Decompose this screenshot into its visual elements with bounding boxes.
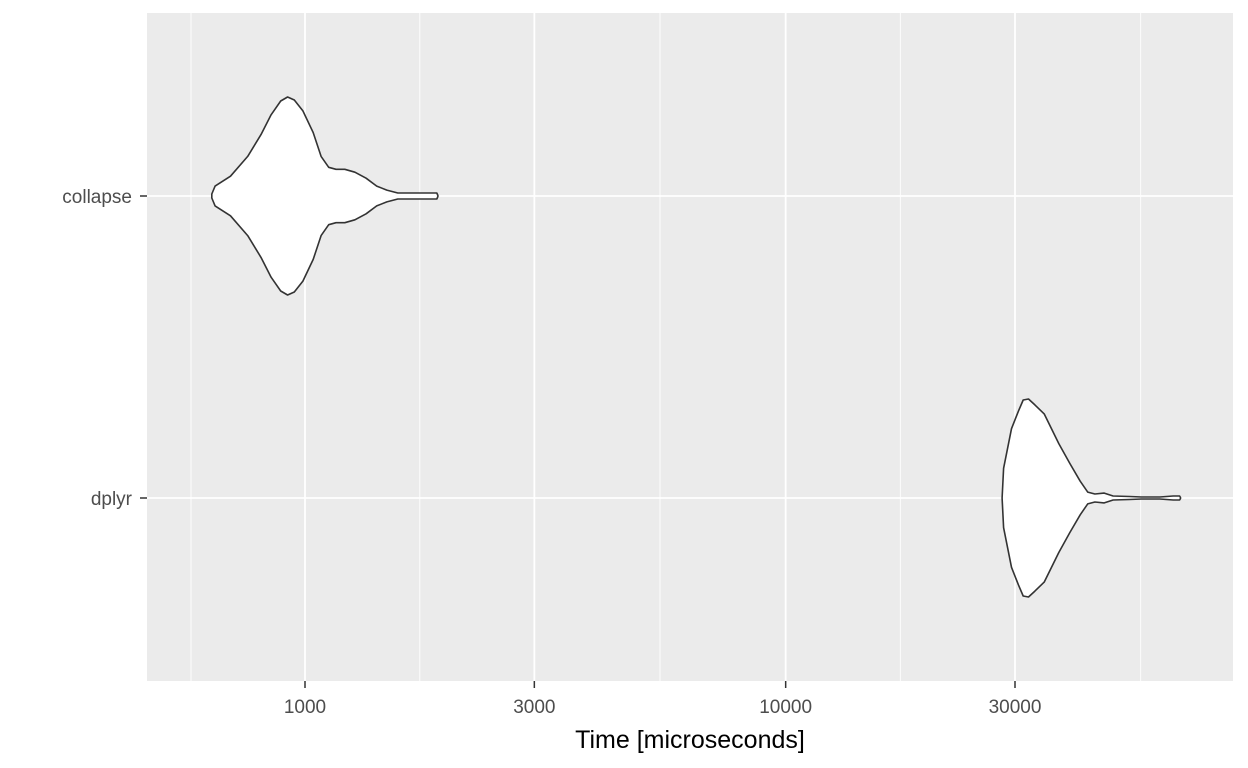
x-axis-title: Time [microseconds] bbox=[575, 726, 805, 754]
y-tick-label: collapse bbox=[62, 187, 132, 208]
x-tick-label: 3000 bbox=[513, 697, 555, 718]
x-tick-label: 1000 bbox=[284, 697, 326, 718]
violins bbox=[211, 96, 1182, 598]
x-tick-label: 30000 bbox=[989, 697, 1042, 718]
violin-collapse bbox=[211, 96, 439, 296]
y-axis: dplyr collapse bbox=[62, 187, 147, 510]
y-tick-label: dplyr bbox=[91, 489, 133, 510]
x-axis: 1000 3000 10000 30000 bbox=[284, 681, 1042, 718]
minor-gridlines bbox=[190, 13, 1142, 681]
violin-dplyr bbox=[1001, 398, 1182, 598]
plot-panel bbox=[147, 13, 1233, 681]
x-tick-label: 10000 bbox=[759, 697, 812, 718]
